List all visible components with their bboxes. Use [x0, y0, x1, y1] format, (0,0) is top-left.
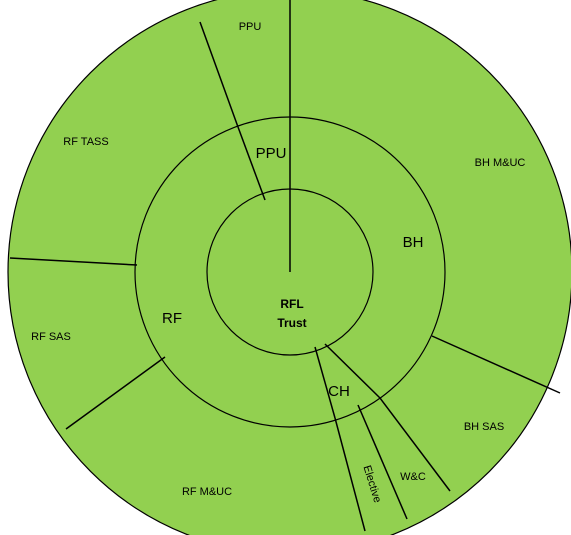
outer-label-bh-sas: BH SAS: [464, 421, 504, 433]
middle-label-bh: BH: [403, 234, 424, 251]
divider-ppu-rf-middle: [237, 126, 266, 201]
divider-bhsas-bhmduc-outer: [431, 335, 561, 394]
outer-label-rf-tass: RF TASS: [63, 136, 108, 148]
middle-label-rf: RF: [162, 310, 182, 327]
divider-rfsas-rfmduc-outer: [65, 356, 166, 430]
outer-label-ppu: PPU: [239, 21, 262, 33]
divider-ch-bh-middle: [324, 343, 381, 399]
center-label-line2: Trust: [277, 316, 306, 330]
divider-wc-bhsas-outer: [379, 397, 451, 492]
middle-label-ch: CH: [328, 383, 350, 400]
divider-elective-wc-outer: [357, 404, 408, 520]
divider-ppu-rftass-outer: [199, 21, 239, 128]
divider-rftass-rfsas-outer: [9, 257, 138, 266]
outer-label-wc: W&C: [400, 471, 426, 483]
middle-label-ppu: PPU: [256, 145, 287, 162]
center-label-line1: RFL: [280, 297, 303, 311]
divider-rfmduc-elective-outer: [334, 417, 366, 532]
outer-label-rf-mduc: RF M&UC: [182, 486, 232, 498]
outer-label-bh-mduc: BH M&UC: [475, 157, 526, 169]
outer-label-rf-sas: RF SAS: [31, 331, 71, 343]
divider-rf-ch-middle: [314, 346, 336, 419]
